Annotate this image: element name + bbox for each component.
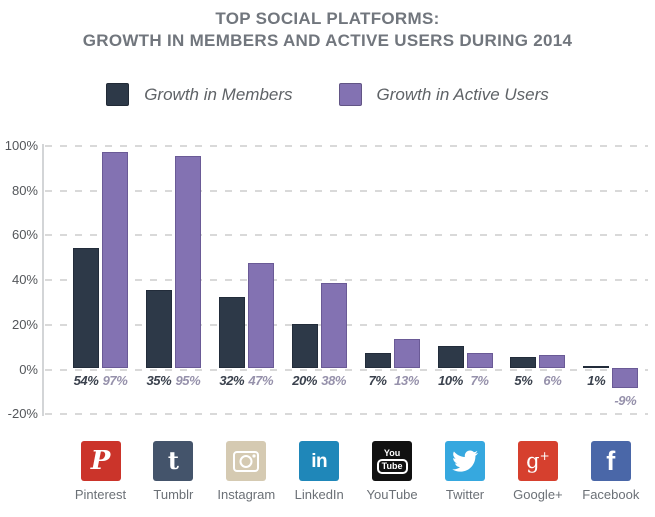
y-axis-line — [42, 144, 44, 416]
bar-facebook-active-users — [612, 368, 639, 389]
bar-google+-members — [510, 357, 537, 369]
gridline--20 — [45, 413, 648, 416]
y-tick-label-100: 100% — [4, 138, 38, 153]
value-label-instagram-active-users: 47% — [248, 373, 274, 388]
platform-pinterest: P Pinterest — [65, 441, 137, 502]
platform-label-tumblr: Tumblr — [153, 487, 194, 502]
value-label-youtube-members: 7% — [368, 373, 387, 388]
legend-swatch-members-icon — [106, 83, 130, 106]
legend-swatch-active-users-icon — [338, 83, 362, 106]
legend-label-members: Growth in Members — [144, 84, 293, 104]
platform-label-pinterest: Pinterest — [74, 487, 127, 502]
platform-youtube: You Tube YouTube — [356, 441, 428, 502]
facebook-icon: f — [590, 441, 631, 481]
y-tick-label-60: 60% — [11, 227, 38, 243]
value-label-google+-active-users: 6% — [543, 373, 562, 388]
bar-youtube-members — [364, 352, 391, 369]
value-label-instagram-members: 32% — [219, 373, 245, 388]
bar-pinterest-active-users — [102, 151, 128, 369]
chart-title-line1: TOP SOCIAL PLATFORMS: — [215, 9, 440, 28]
platform-label-youtube: YouTube — [366, 487, 418, 502]
bar-chart-plot-area: 100% 80% 60% 40% 20% 0% -20% 54% 97% 35% 95% 32% 47%… — [0, 135, 655, 435]
gridline-100 — [45, 145, 648, 147]
y-tick-label--20: -20% — [7, 406, 38, 422]
gridline-80 — [45, 189, 648, 192]
value-label-linkedin-active-users: 38% — [321, 373, 347, 388]
googleplus-icon: g+ — [517, 441, 558, 481]
googleplus-glyph: g+ — [526, 449, 550, 473]
platform-label-twitter: Twitter — [445, 487, 485, 502]
youtube-glyph: You Tube — [376, 447, 408, 474]
platform-linkedin: in LinkedIn — [283, 441, 355, 502]
value-label-twitter-active-users: 7% — [470, 373, 489, 388]
platform-label-instagram: Instagram — [217, 487, 276, 502]
legend-item-members: Growth in Members — [106, 83, 293, 106]
bar-instagram-active-users — [247, 263, 274, 369]
value-label-facebook-members: 1% — [587, 373, 606, 388]
platform-label-facebook: Facebook — [582, 487, 640, 502]
bar-linkedin-active-users — [320, 283, 347, 369]
bar-linkedin-members — [291, 323, 318, 369]
linkedin-icon: in — [299, 441, 340, 481]
tumblr-icon: t — [153, 441, 194, 481]
y-tick-label-20: 20% — [11, 316, 38, 332]
y-tick-label-0: 0% — [19, 361, 38, 377]
gridline-0 — [45, 368, 648, 371]
platform-facebook: f Facebook — [575, 441, 647, 502]
bar-youtube-active-users — [393, 339, 420, 369]
value-label-tumblr-members: 35% — [146, 373, 172, 388]
y-tick-label-80: 80% — [11, 182, 38, 198]
chart-legend: Growth in Members Growth in Active Users — [0, 83, 655, 106]
value-label-pinterest-active-users: 97% — [102, 373, 128, 388]
value-label-twitter-members: 10% — [438, 373, 463, 388]
value-label-facebook-active-users: -9% — [614, 393, 637, 409]
youtube-you-text: You — [383, 447, 401, 458]
platform-googleplus: g+ Google+ — [502, 441, 574, 502]
bar-google+-active-users — [539, 354, 566, 369]
youtube-tube-text: Tube — [376, 458, 408, 474]
youtube-icon: You Tube — [372, 441, 413, 481]
gridline-60 — [45, 234, 648, 237]
legend-item-active-users: Growth in Active Users — [338, 83, 549, 106]
pinterest-glyph: P — [90, 446, 111, 476]
platform-label-linkedin: LinkedIn — [294, 487, 344, 502]
bar-facebook-members — [583, 366, 610, 369]
bar-pinterest-members — [73, 247, 99, 369]
value-label-pinterest-members: 54% — [73, 373, 99, 388]
instagram-icon — [226, 441, 267, 481]
value-label-youtube-active-users: 13% — [394, 373, 420, 388]
platform-instagram: Instagram — [210, 441, 282, 502]
instagram-camera-glyph — [233, 451, 260, 472]
bar-twitter-active-users — [466, 352, 493, 369]
gridline-40 — [45, 279, 648, 282]
platform-icons-row: P Pinterest t Tumblr Instagram in Linked… — [0, 441, 655, 513]
platform-label-googleplus: Google+ — [513, 487, 563, 502]
chart-title: TOP SOCIAL PLATFORMS: GROWTH IN MEMBERS … — [0, 8, 655, 52]
facebook-glyph: f — [606, 445, 616, 476]
platform-twitter: Twitter — [429, 441, 501, 502]
bar-instagram-members — [218, 296, 245, 369]
value-label-google+-members: 5% — [514, 373, 533, 388]
chart-title-line2: GROWTH IN MEMBERS AND ACTIVE USERS DURIN… — [82, 31, 573, 50]
bar-tumblr-members — [145, 290, 172, 369]
twitter-bird-glyph — [452, 450, 478, 472]
linkedin-glyph: in — [311, 450, 328, 472]
y-tick-label-40: 40% — [11, 272, 38, 288]
legend-label-active-users: Growth in Active Users — [376, 84, 549, 104]
value-label-tumblr-active-users: 95% — [175, 373, 201, 388]
tumblr-glyph: t — [167, 446, 179, 475]
twitter-icon — [445, 441, 485, 481]
value-label-linkedin-members: 20% — [292, 373, 318, 388]
bar-twitter-members — [437, 345, 464, 369]
bar-tumblr-active-users — [174, 156, 201, 369]
platform-tumblr: t Tumblr — [137, 441, 209, 502]
pinterest-icon: P — [80, 441, 121, 481]
